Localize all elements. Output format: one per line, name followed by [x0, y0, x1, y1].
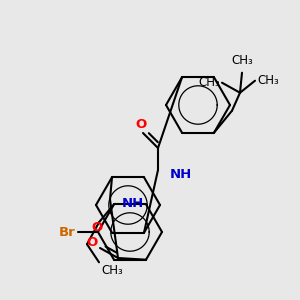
Text: NH: NH [170, 167, 192, 181]
Text: CH₃: CH₃ [257, 74, 279, 87]
Text: CH₃: CH₃ [198, 76, 220, 89]
Text: CH₃: CH₃ [231, 54, 253, 67]
Text: O: O [92, 221, 103, 234]
Text: O: O [86, 236, 98, 250]
Text: Br: Br [59, 226, 76, 238]
Text: O: O [135, 118, 147, 131]
Text: CH₃: CH₃ [101, 264, 123, 277]
Text: NH: NH [122, 197, 144, 210]
